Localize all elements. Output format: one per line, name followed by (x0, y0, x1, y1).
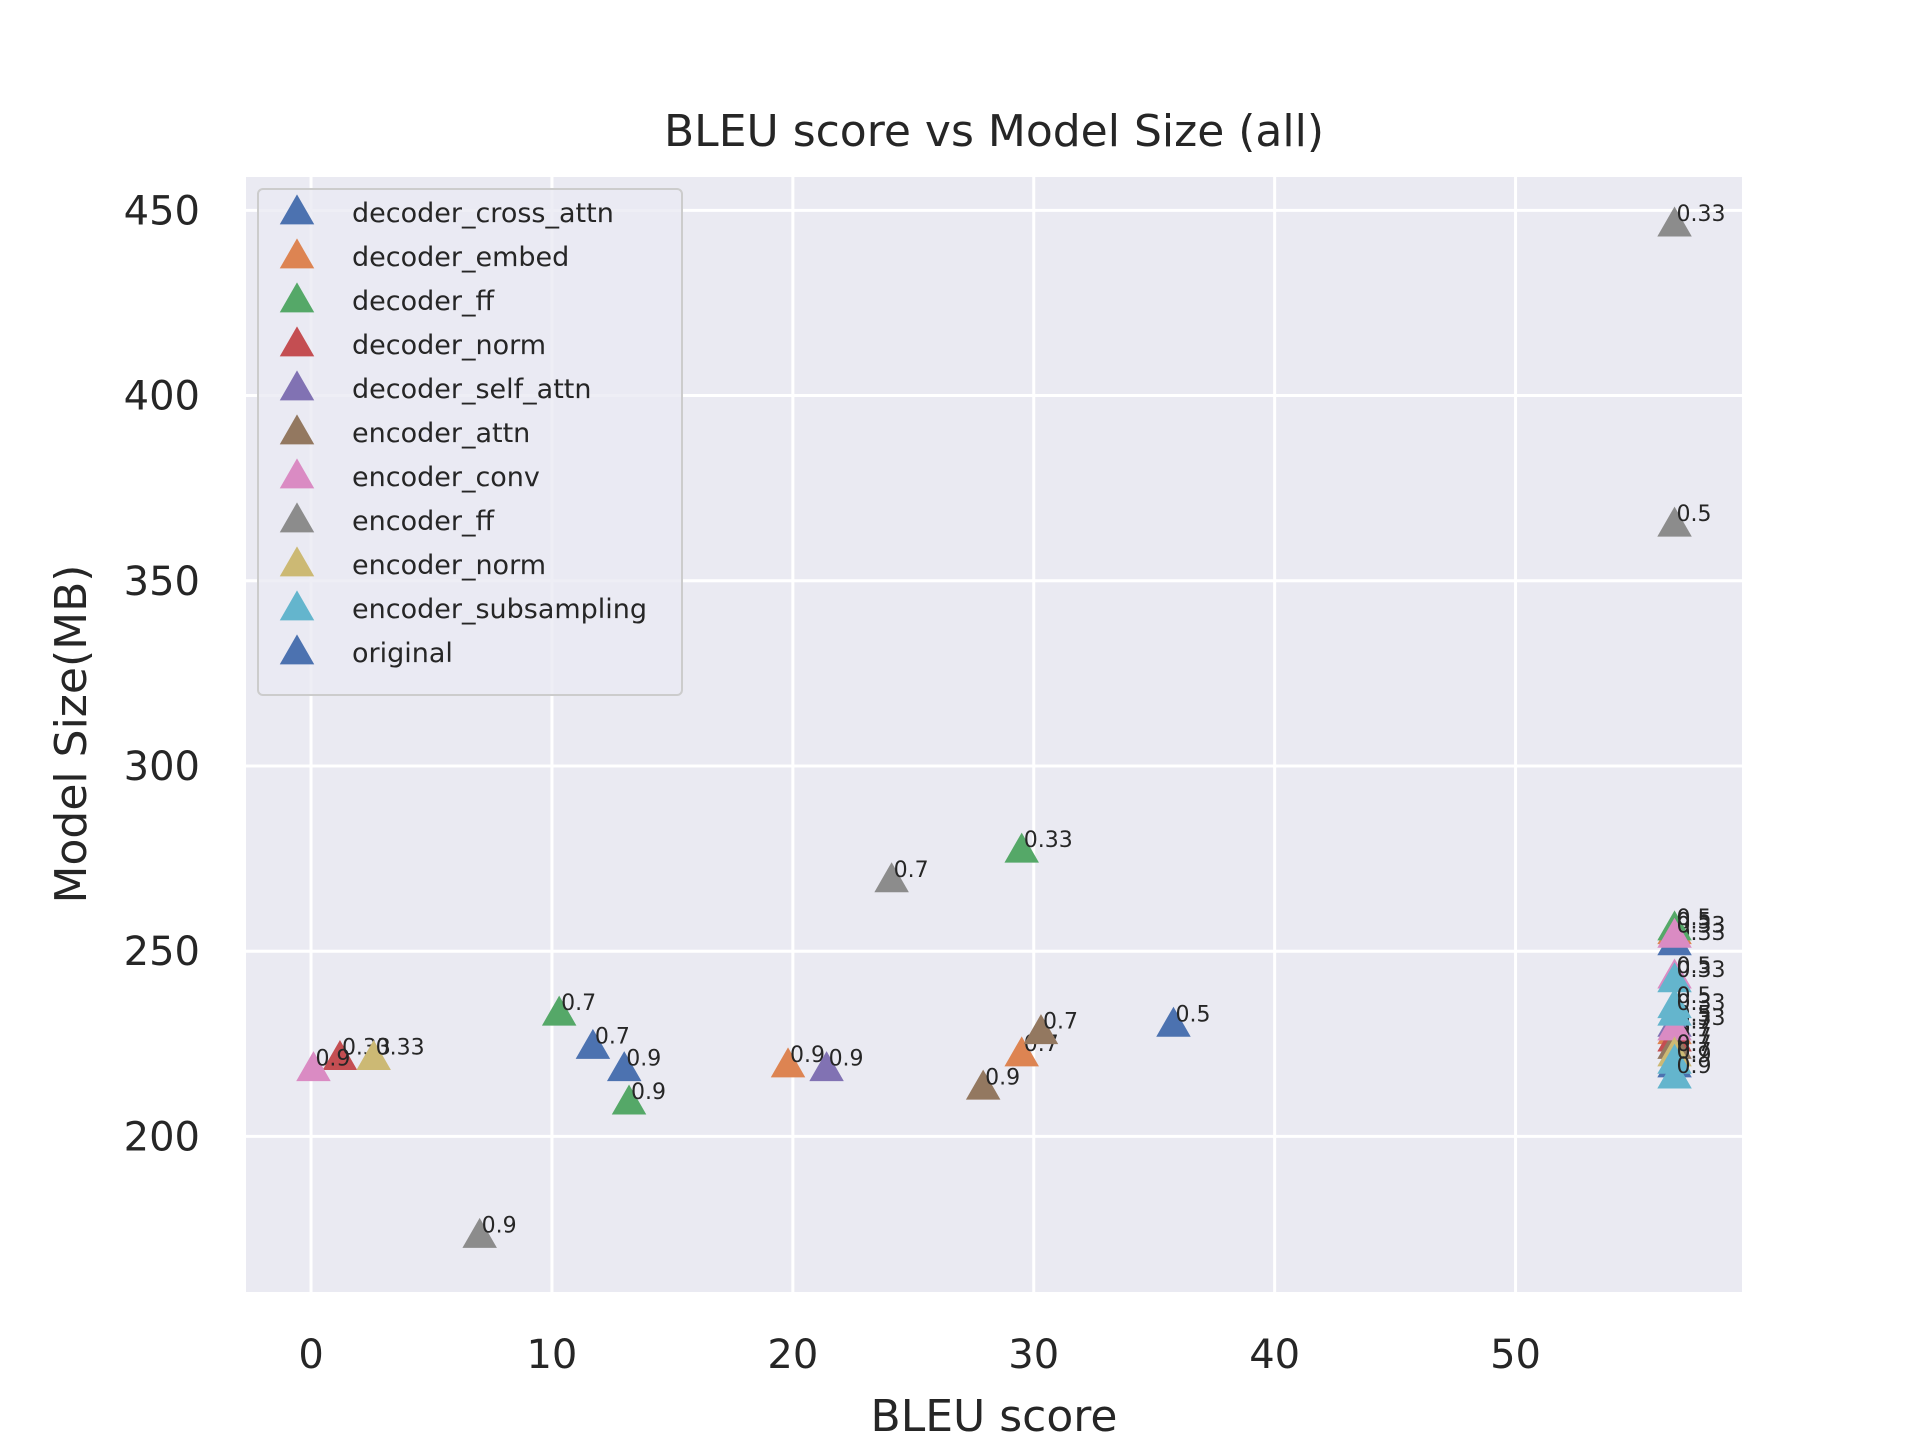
x-tick-label: 30 (1008, 1332, 1059, 1378)
legend-marker (279, 414, 315, 445)
data-point-label: 0.5 (1677, 984, 1712, 1009)
data-point-label: 0.7 (1677, 1032, 1712, 1057)
legend-marker (279, 458, 315, 489)
data-point-label: 0.5 (1175, 1002, 1210, 1027)
data-point-decoder-ff (541, 995, 577, 1026)
data-point-label: 0.9 (626, 1047, 661, 1072)
y-tick-label: 400 (124, 374, 200, 420)
data-point-encoder-subsampling (1657, 1058, 1692, 1089)
x-tick-label: 10 (526, 1332, 577, 1378)
data-point-label: 0.9 (1677, 1054, 1712, 1079)
data-point-encoder-subsampling (1657, 962, 1692, 993)
y-tick-label: 200 (124, 1114, 200, 1160)
y-tick-label: 450 (124, 188, 200, 234)
legend-marker (279, 546, 315, 577)
data-point-decoder-embed (1004, 1036, 1039, 1067)
y-tick-label: 250 (124, 929, 200, 975)
data-point-encoder-attn (965, 1069, 1001, 1100)
legend-label: decoder_self_attn (352, 374, 591, 405)
legend-label: decoder_ff (352, 286, 495, 317)
data-point-label: 0.5 (1677, 906, 1712, 931)
data-point-label: 0.33 (1024, 828, 1073, 853)
data-points: 0.50.70.90.330.90.70.90.50.70.330.70.90.… (296, 202, 1726, 1248)
data-point-encoder-ff (462, 1217, 497, 1248)
data-point-label: 0.9 (315, 1047, 350, 1072)
x-axis-label: BLEU score (871, 1391, 1118, 1440)
chart-title: BLEU score vs Model Size (all) (664, 106, 1324, 157)
data-point-encoder-subsampling (1657, 995, 1692, 1026)
data-point-label: 0.9 (985, 1065, 1020, 1090)
legend-label: encoder_subsampling (352, 594, 647, 625)
data-point-label: 0.7 (1677, 1039, 1712, 1064)
legend-label: encoder_norm (352, 550, 546, 581)
data-point-encoder-conv (296, 1051, 331, 1082)
data-point-encoder-ff (874, 862, 909, 893)
legend-label: decoder_norm (352, 330, 546, 361)
legend: decoder_cross_attn decoder_embed decoder_f… (257, 188, 683, 696)
legend-label: encoder_attn (352, 418, 530, 449)
legend-marker (279, 590, 315, 621)
data-point-label: 0.7 (1043, 1010, 1078, 1035)
data-point-decoder-cross-attn (606, 1051, 642, 1082)
data-point-label: 0.33 (1677, 913, 1726, 938)
legend-label: original (352, 638, 453, 669)
legend-label: decoder_embed (352, 242, 569, 273)
legend-marker (279, 326, 315, 357)
data-point-encoder-attn (1023, 1014, 1059, 1045)
data-point-label: 0.33 (1677, 202, 1726, 227)
legend-marker (279, 502, 315, 533)
legend-label: encoder_conv (352, 462, 540, 493)
data-point-label: 0.9 (829, 1047, 864, 1072)
grid-lines (246, 177, 1742, 1292)
x-tick-label: 40 (1249, 1332, 1300, 1378)
data-point-decoder-cross-attn (575, 1028, 611, 1059)
data-point-label: 0.33 (376, 1036, 425, 1061)
legend-marker (279, 634, 315, 665)
legend-marker (279, 238, 315, 269)
data-point-decoder-embed (770, 1047, 806, 1078)
x-tick-label: 0 (298, 1332, 323, 1378)
legend-box (257, 188, 683, 696)
y-tick-label: 300 (124, 744, 200, 790)
y-tick-label: 350 (124, 559, 200, 605)
data-point-label: 0.33 (1677, 991, 1726, 1016)
legend-marker (279, 194, 315, 225)
data-point-encoder-ff (1657, 506, 1692, 537)
data-point-encoder-conv (1657, 917, 1692, 948)
y-axis-label: Model Size(MB) (46, 565, 97, 904)
legend-label: encoder_ff (352, 506, 495, 537)
data-point-label: 0.7 (894, 858, 929, 883)
data-point-decoder-ff (1004, 832, 1039, 863)
legend-marker (279, 282, 315, 313)
legend-marker (279, 370, 315, 401)
data-point-encoder-ff (1657, 206, 1692, 237)
data-point-decoder-self-attn (809, 1051, 844, 1082)
data-point-decoder-ff (611, 1084, 647, 1115)
data-point-label: 0.9 (790, 1043, 825, 1068)
data-point-decoder-norm (322, 1040, 358, 1071)
data-point-label: 0.7 (561, 991, 596, 1016)
data-point-label: 0.5 (1677, 502, 1712, 527)
x-tick-label: 20 (767, 1332, 818, 1378)
data-point-label: 0.9 (631, 1080, 666, 1105)
legend-label: decoder_cross_attn (352, 198, 614, 229)
data-point-label: 0.9 (482, 1213, 517, 1238)
data-point-label: 0.5 (1677, 954, 1712, 979)
data-point-encoder-norm (356, 1040, 391, 1071)
data-point-label: 0.7 (595, 1025, 630, 1050)
tick-labels: 0 10 20 30 40 50 200 250 300 350 400 450 (124, 188, 1541, 1378)
data-point-label: 0.33 (1677, 958, 1726, 983)
x-tick-label: 50 (1490, 1332, 1541, 1378)
data-point-decoder-cross-attn (1156, 1006, 1191, 1037)
